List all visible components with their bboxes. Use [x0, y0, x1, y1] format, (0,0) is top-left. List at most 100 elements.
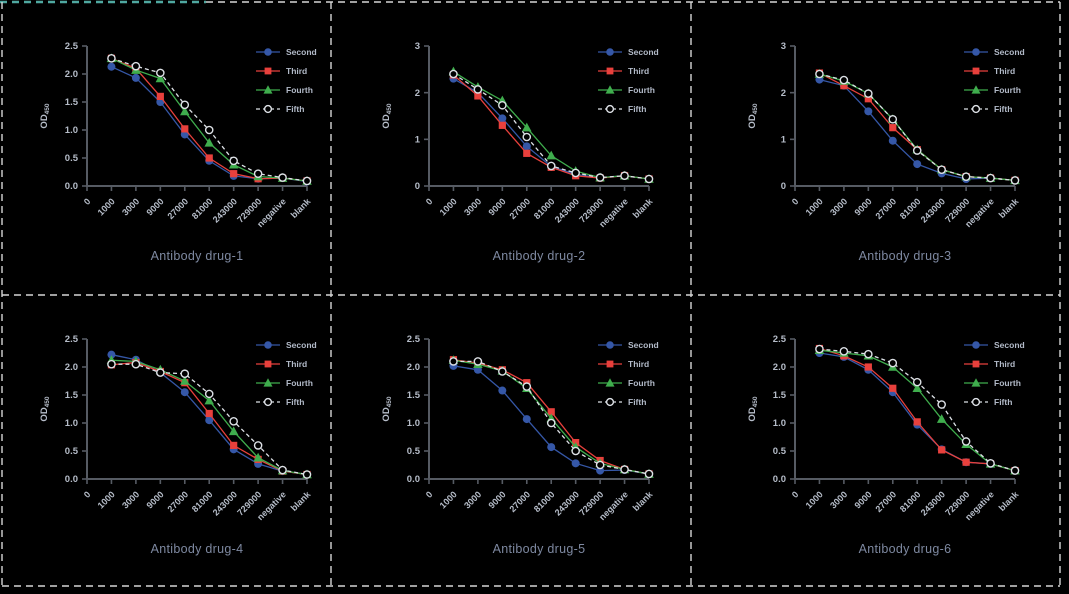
open-circle-marker	[937, 400, 946, 409]
square-marker	[972, 67, 980, 75]
y-axis-tick-label: 2.0	[65, 69, 78, 80]
y-axis-tick-label: 3	[415, 41, 420, 52]
open-circle-marker	[1010, 176, 1020, 185]
circle-marker	[498, 114, 507, 123]
circle-marker	[864, 107, 873, 116]
legend-label: Fourth	[286, 378, 313, 388]
open-circle-marker	[131, 359, 141, 369]
x-axis-tick-label: blank	[997, 489, 1021, 513]
x-axis-tick-label: 243000	[919, 489, 947, 517]
y-axis-tick-label: 1.5	[407, 390, 421, 401]
legend-label: Fourth	[994, 378, 1021, 388]
chart-panel-3: 0 1000 3000 9000 27000 81000 243000 729000 negat…	[691, 2, 1060, 295]
y-axis-tick-label: 1.0	[65, 125, 78, 136]
x-axis-tick-label: blank	[289, 196, 313, 220]
y-axis-tick-label: 2	[781, 88, 786, 99]
axis-spine	[794, 46, 1015, 187]
open-circle-marker	[131, 61, 141, 71]
circle-marker	[913, 160, 922, 169]
square-marker	[913, 418, 921, 426]
open-circle-marker	[961, 437, 971, 446]
open-circle-marker	[107, 359, 116, 369]
open-circle-marker	[180, 100, 190, 110]
open-circle-marker	[546, 161, 556, 171]
x-axis-tick-label: 27000	[507, 489, 532, 514]
square-marker	[938, 446, 946, 454]
chart-panel-1: 0 1000 3000 9000 27000 81000 243000 729000 negat…	[2, 2, 331, 295]
y-axis-tick-label: 2.5	[65, 41, 79, 52]
y-axis-label: OD450	[381, 103, 393, 128]
legend-label: Fourth	[994, 85, 1021, 95]
square-marker	[864, 363, 872, 371]
circle-marker	[547, 443, 556, 452]
circle-marker	[888, 136, 897, 145]
x-axis-tick-label: 27000	[873, 489, 898, 514]
y-axis-tick-label: 0	[781, 181, 786, 192]
open-circle-marker	[204, 389, 214, 399]
square-marker	[889, 124, 897, 132]
x-axis-tick-label: 0	[790, 196, 801, 207]
x-axis-tick-label: 27000	[873, 196, 898, 221]
open-circle-marker	[449, 357, 458, 366]
square-marker	[230, 170, 238, 178]
legend-item-fourth: Fourth	[256, 85, 313, 95]
triangle-marker	[971, 85, 981, 94]
square-marker	[547, 408, 555, 416]
y-axis-tick-label: 2	[415, 88, 420, 99]
open-circle-marker	[263, 397, 273, 407]
legend-item-third: Third	[598, 359, 649, 369]
triangle-marker	[253, 452, 263, 462]
open-circle-marker	[156, 68, 165, 78]
y-axis-tick-label: 1.5	[65, 97, 79, 108]
triangle-marker	[605, 85, 615, 94]
open-circle-marker	[263, 104, 273, 114]
square-marker	[230, 441, 238, 449]
x-axis-tick-label: 3000	[462, 489, 483, 510]
chart-title: Antibody drug-1	[151, 249, 244, 263]
chart-title: Antibody drug-5	[493, 542, 586, 556]
y-axis-tick-label: 1.0	[407, 418, 420, 429]
legend-label: Fifth	[286, 397, 304, 407]
legend-item-second: Second	[964, 47, 1025, 57]
open-circle-marker	[302, 176, 312, 186]
chart-antibody-drug-3: 0 1000 3000 9000 27000 81000243000729000negat…	[747, 41, 1025, 263]
open-circle-marker	[498, 367, 507, 376]
open-circle-marker	[473, 357, 483, 366]
x-axis-tick-label: 9000	[853, 196, 874, 217]
circle-marker	[972, 341, 980, 349]
open-circle-marker	[473, 85, 483, 94]
x-axis-tick-label: 1000	[96, 196, 117, 217]
circle-marker	[107, 350, 116, 359]
x-axis-tick-label: 243000	[211, 489, 239, 517]
legend-label: Fifth	[286, 104, 304, 114]
triangle-marker	[155, 73, 166, 83]
open-circle-marker	[571, 446, 580, 456]
chart-antibody-drug-4: 0 1000 3000 9000 27000 81000243000729000negat…	[39, 334, 317, 556]
y-axis-label: OD450	[747, 396, 759, 421]
series-line-fifth	[819, 348, 1016, 472]
square-marker	[181, 125, 189, 133]
open-circle-marker	[986, 459, 995, 468]
open-circle-marker	[971, 104, 981, 114]
x-axis-tick-label: 243000	[553, 489, 581, 517]
legend-item-fourth: Fourth	[598, 378, 655, 388]
triangle-marker	[180, 106, 190, 116]
legend-item-fourth: Fourth	[964, 85, 1021, 95]
open-circle-marker	[498, 100, 507, 110]
open-circle-marker	[595, 460, 605, 470]
legend-label: Second	[628, 340, 659, 350]
square-marker	[962, 458, 970, 466]
square-marker	[972, 360, 980, 368]
triangle-marker	[522, 122, 532, 132]
x-axis-tick-label: 0	[82, 489, 93, 500]
chart-antibody-drug-5: 0 1000 3000 9000 27000 81000243000729000negat…	[381, 334, 659, 556]
circle-marker	[606, 48, 614, 56]
x-axis-tick-label: 0	[424, 196, 435, 207]
axis-spine	[428, 339, 649, 480]
axis-spine	[86, 46, 307, 187]
triangle-marker	[546, 150, 556, 160]
open-circle-marker	[522, 132, 532, 142]
y-axis-label: OD450	[39, 396, 51, 421]
y-axis-tick-label: 2.5	[65, 334, 79, 345]
x-axis-tick-label: 3000	[120, 196, 141, 217]
